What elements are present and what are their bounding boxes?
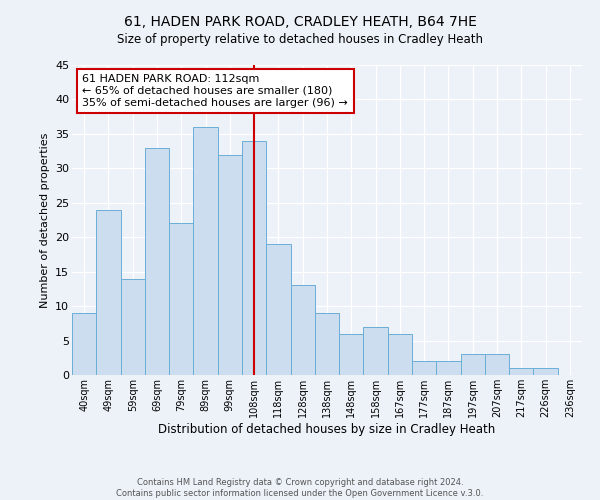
Text: Size of property relative to detached houses in Cradley Heath: Size of property relative to detached ho… — [117, 32, 483, 46]
Bar — [266, 244, 290, 375]
Bar — [412, 361, 436, 375]
Bar — [364, 327, 388, 375]
Text: 61, HADEN PARK ROAD, CRADLEY HEATH, B64 7HE: 61, HADEN PARK ROAD, CRADLEY HEATH, B64 … — [124, 15, 476, 29]
Bar — [121, 278, 145, 375]
Bar — [388, 334, 412, 375]
Bar — [461, 354, 485, 375]
Bar — [242, 141, 266, 375]
Bar — [193, 127, 218, 375]
Bar — [339, 334, 364, 375]
Bar — [290, 286, 315, 375]
Bar — [315, 313, 339, 375]
Bar — [485, 354, 509, 375]
Bar — [145, 148, 169, 375]
Bar — [509, 368, 533, 375]
Y-axis label: Number of detached properties: Number of detached properties — [40, 132, 50, 308]
X-axis label: Distribution of detached houses by size in Cradley Heath: Distribution of detached houses by size … — [158, 422, 496, 436]
Text: Contains HM Land Registry data © Crown copyright and database right 2024.
Contai: Contains HM Land Registry data © Crown c… — [116, 478, 484, 498]
Bar — [169, 224, 193, 375]
Bar — [436, 361, 461, 375]
Bar — [533, 368, 558, 375]
Bar — [72, 313, 96, 375]
Bar — [96, 210, 121, 375]
Bar — [218, 154, 242, 375]
Text: 61 HADEN PARK ROAD: 112sqm
← 65% of detached houses are smaller (180)
35% of sem: 61 HADEN PARK ROAD: 112sqm ← 65% of deta… — [82, 74, 348, 108]
